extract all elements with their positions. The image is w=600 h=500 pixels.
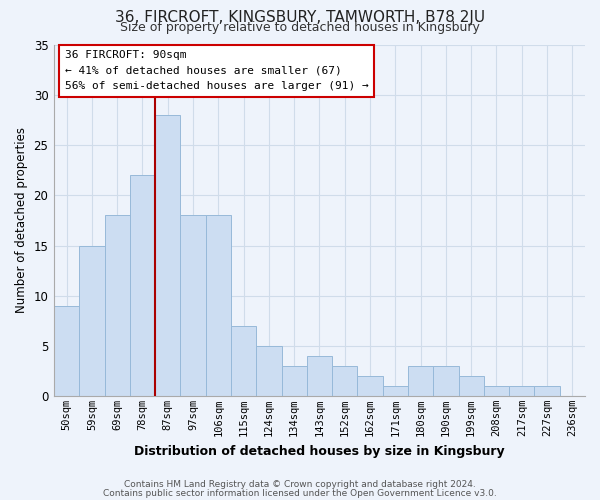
X-axis label: Distribution of detached houses by size in Kingsbury: Distribution of detached houses by size … [134, 444, 505, 458]
Bar [130, 176, 155, 396]
Bar [155, 115, 181, 396]
Y-axis label: Number of detached properties: Number of detached properties [15, 128, 28, 314]
Bar [54, 306, 79, 396]
Bar [104, 216, 130, 396]
Bar [256, 346, 281, 396]
Bar [458, 376, 484, 396]
Text: 36, FIRCROFT, KINGSBURY, TAMWORTH, B78 2JU: 36, FIRCROFT, KINGSBURY, TAMWORTH, B78 2… [115, 10, 485, 25]
Bar [206, 216, 231, 396]
Text: Contains HM Land Registry data © Crown copyright and database right 2024.: Contains HM Land Registry data © Crown c… [124, 480, 476, 489]
Bar [433, 366, 458, 396]
Bar [535, 386, 560, 396]
Bar [332, 366, 358, 396]
Bar [231, 326, 256, 396]
Bar [509, 386, 535, 396]
Bar [281, 366, 307, 396]
Bar [79, 246, 104, 396]
Text: Size of property relative to detached houses in Kingsbury: Size of property relative to detached ho… [120, 22, 480, 35]
Bar [383, 386, 408, 396]
Bar [358, 376, 383, 396]
Bar [181, 216, 206, 396]
Bar [484, 386, 509, 396]
Text: 36 FIRCROFT: 90sqm
← 41% of detached houses are smaller (67)
56% of semi-detache: 36 FIRCROFT: 90sqm ← 41% of detached hou… [65, 50, 368, 92]
Text: Contains public sector information licensed under the Open Government Licence v3: Contains public sector information licen… [103, 488, 497, 498]
Bar [408, 366, 433, 396]
Bar [307, 356, 332, 396]
